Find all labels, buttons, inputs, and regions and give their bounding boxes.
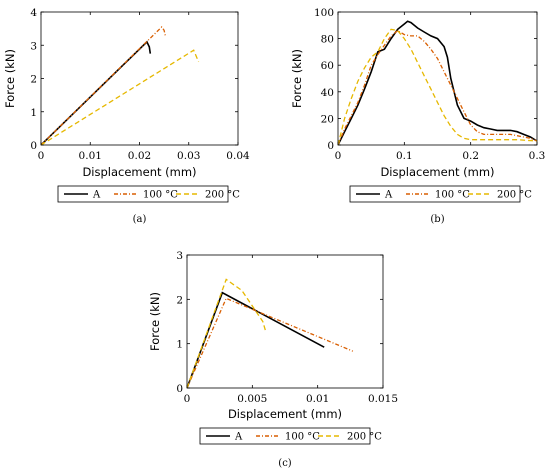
y-tick-label: 2 — [30, 74, 37, 86]
y-tick-label: 0 — [327, 140, 334, 152]
y-tick-label: 40 — [321, 87, 334, 99]
x-tick-label: 0.01 — [79, 150, 102, 162]
subfigure-caption: (b) — [430, 214, 444, 225]
x-tick-label: 0.015 — [368, 393, 398, 405]
legend-label-0: A — [234, 432, 243, 443]
x-axis-label: Displacement (mm) — [82, 165, 196, 179]
legend-label-1: 100 °C — [435, 190, 470, 201]
x-tick-label: 0.02 — [128, 150, 151, 162]
series-line-200c — [338, 28, 537, 145]
legend-label-2: 200 °C — [205, 190, 240, 201]
legend: A 100 °C 200 °C — [57, 185, 240, 203]
y-tick-label: 80 — [321, 34, 334, 46]
y-axis-label: Force (kN) — [290, 49, 304, 108]
x-tick-label: 0 — [38, 150, 45, 162]
y-axis-label: Force (kN) — [148, 292, 162, 351]
subfigure-caption: (a) — [133, 214, 147, 225]
plot-frame — [186, 254, 384, 389]
y-tick-label: 20 — [321, 113, 334, 125]
y-tick-label: 60 — [321, 60, 334, 72]
legend-box — [57, 185, 229, 203]
x-tick-label: 0.005 — [237, 393, 267, 405]
legend-label-1: 100 °C — [285, 432, 320, 443]
x-tick-label: 0 — [184, 393, 191, 405]
legend-label-0: A — [92, 190, 101, 201]
legend-label-2: 200 °C — [497, 190, 532, 201]
legend-label-2: 200 °C — [347, 432, 382, 443]
y-tick-label: 1 — [176, 339, 183, 351]
series-line-a — [338, 20, 537, 145]
plot-frame — [40, 11, 239, 146]
legend: A 100 °C 200 °C — [199, 427, 382, 445]
subfigure-caption: (c) — [278, 458, 292, 469]
y-tick-label: 3 — [176, 250, 183, 262]
legend-label-0: A — [384, 190, 393, 201]
y-tick-label: 4 — [30, 7, 37, 19]
chart-1: 0 0.1 0.2 0.3 0 20 40 60 80 100 Displacement (mm) F… — [290, 7, 545, 225]
x-tick-label: 0.2 — [462, 150, 479, 162]
x-tick-label: 0.3 — [529, 150, 546, 162]
chart-0: 0 0.01 0.02 0.03 0.04 0 1 2 3 4 Displacement (mm) F… — [3, 7, 250, 225]
y-tick-label: 1 — [30, 107, 37, 119]
series-line-100c — [338, 29, 537, 145]
y-tick-label: 2 — [176, 294, 183, 306]
x-tick-label: 0.03 — [177, 150, 200, 162]
legend-label-1: 100 °C — [143, 190, 178, 201]
y-tick-label: 0 — [176, 383, 183, 395]
legend-box — [349, 185, 521, 203]
y-tick-label: 0 — [30, 140, 37, 152]
plot-frame — [337, 11, 538, 146]
chart-2: 0 0.005 0.01 0.015 0 1 2 3 Displacement (mm) Forc… — [148, 250, 398, 469]
series-line-200c — [41, 49, 200, 145]
x-tick-label: 0.01 — [306, 393, 329, 405]
series-line-200c — [187, 278, 267, 388]
x-tick-label: 0.1 — [396, 150, 413, 162]
legend-box — [199, 427, 371, 445]
series-line-100c — [41, 26, 167, 145]
x-axis-label: Displacement (mm) — [380, 165, 494, 179]
y-axis-label: Force (kN) — [3, 49, 17, 108]
x-tick-label: 0.04 — [226, 150, 250, 162]
y-tick-label: 100 — [314, 7, 334, 19]
legend: A 100 °C 200 °C — [349, 185, 532, 203]
x-tick-label: 0 — [335, 150, 342, 162]
y-tick-label: 3 — [30, 40, 37, 52]
x-axis-label: Displacement (mm) — [228, 407, 342, 421]
series-line-100c — [187, 297, 354, 388]
series-line-a — [41, 40, 152, 145]
